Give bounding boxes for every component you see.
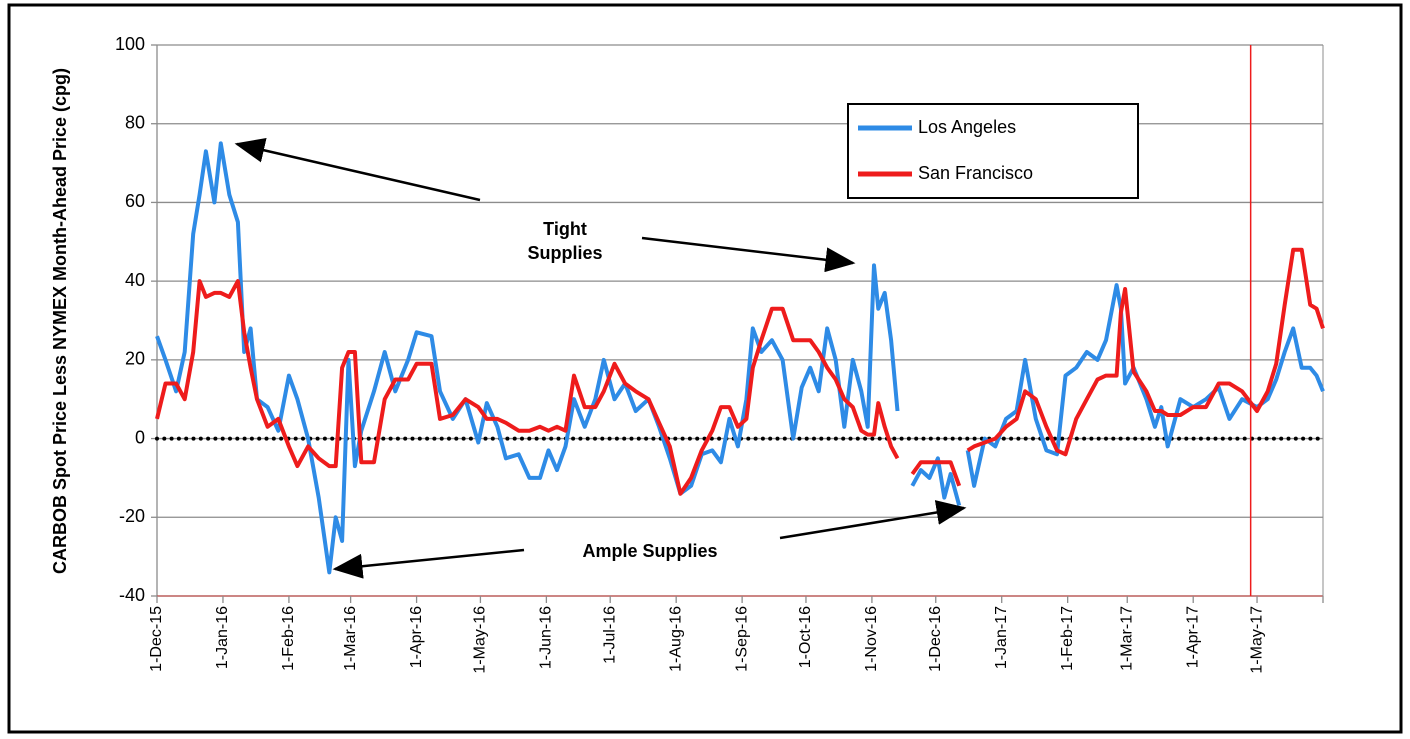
- annotation-text: Tight Supplies: [527, 219, 603, 263]
- y-tick-label: 60: [125, 191, 145, 211]
- x-tick-label: 1-Jul-16: [601, 606, 618, 664]
- x-tick-label: 1-Sep-16: [733, 606, 750, 672]
- x-tick-label: 1-May-16: [472, 606, 489, 674]
- arrow: [234, 137, 481, 202]
- annotation: Ample Supplies: [582, 541, 718, 561]
- x-tick-label: 1-Jan-17: [993, 606, 1010, 669]
- x-tick-label: 1-Jun-16: [538, 606, 555, 669]
- series-line: [155, 141, 1325, 575]
- legend-label: Los Angeles: [918, 117, 1016, 137]
- frame: [7, 3, 1403, 734]
- y-tick-label: 80: [125, 112, 145, 132]
- y-tick-label: -20: [119, 506, 145, 526]
- series-line: [155, 247, 1325, 496]
- x-tick-label: 1-Oct-16: [797, 606, 814, 668]
- y-tick-label: -40: [119, 585, 145, 605]
- x-tick-label: 1-Dec-16: [927, 606, 944, 672]
- y-tick-label: 40: [125, 270, 145, 290]
- arrow: [779, 500, 967, 540]
- y-tick-label: 100: [115, 34, 145, 54]
- legend-label: San Francisco: [918, 163, 1033, 183]
- x-tick-label: 1-May-17: [1248, 606, 1265, 674]
- x-tick-label: 1-Nov-16: [863, 606, 880, 672]
- x-tick-label: 1-Apr-17: [1184, 606, 1201, 668]
- x-tick-label: 1-Aug-16: [667, 606, 684, 672]
- y-tick-label: 0: [135, 427, 145, 447]
- arrow: [641, 236, 856, 273]
- y-axis-label: CARBOB Spot Price Less NYMEX Month-Ahead…: [50, 67, 70, 575]
- annotation-text: Ample Supplies: [582, 541, 718, 561]
- x-tick-label: 1-Mar-16: [342, 606, 359, 671]
- legend-box: [847, 103, 1139, 199]
- y-tick-label: 20: [125, 349, 145, 369]
- x-tick-label: 1-Jan-16: [214, 606, 231, 669]
- x-tick-label: 1-Apr-16: [408, 606, 425, 668]
- x-tick-label: 1-Feb-17: [1059, 606, 1076, 671]
- arrow: [332, 548, 525, 579]
- x-tick-label: 1-Feb-16: [280, 606, 297, 671]
- x-tick-label: 1-Dec-15: [148, 606, 165, 672]
- x-tick-label: 1-Mar-17: [1118, 606, 1135, 671]
- annotation: Tight Supplies: [527, 219, 603, 263]
